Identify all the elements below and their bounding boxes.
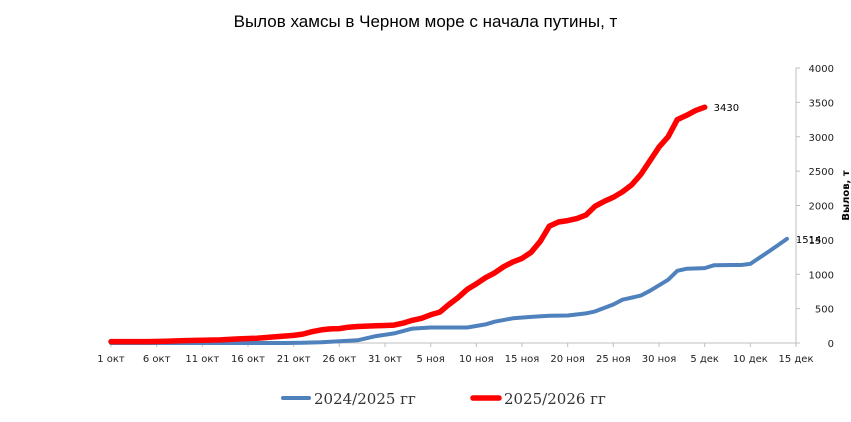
series-lines xyxy=(108,104,789,345)
y-tick-label: 2000 xyxy=(809,202,834,213)
y-axis-label: Вылов, т xyxy=(841,170,851,220)
x-tick-label: 25 ноя xyxy=(596,354,631,365)
y-axis-ticks: 0 500 1000 1500 2000 2500 3000 3500 4000 xyxy=(796,64,834,350)
x-tick-label: 11 окт xyxy=(185,354,219,365)
y-tick-label: 4000 xyxy=(809,64,834,75)
series-line-2 xyxy=(108,104,708,345)
series-line-1 xyxy=(109,236,789,345)
x-tick-label: 1 окт xyxy=(97,354,125,365)
chart-title: Вылов хамсы в Черном море с начала путин… xyxy=(233,12,618,31)
x-tick-label: 5 дек xyxy=(690,354,719,365)
x-tick-label: 26 окт xyxy=(322,354,356,365)
x-tick-label: 6 окт xyxy=(143,354,171,365)
x-tick-label: 15 дек xyxy=(778,354,813,365)
legend-label: 2024/2025 гг xyxy=(314,390,416,408)
legend-label: 2025/2026 гг xyxy=(504,390,606,408)
x-tick-label: 31 окт xyxy=(368,354,402,365)
x-tick-label: 21 окт xyxy=(277,354,311,365)
legend: 2024/2025 гг 2025/2026 гг xyxy=(281,390,606,408)
x-tick-label: 20 ноя xyxy=(550,354,585,365)
series-end-label: 3430 xyxy=(714,103,739,114)
y-tick-label: 3500 xyxy=(809,98,834,109)
y-tick-label: 0 xyxy=(828,339,834,350)
x-tick-label: 16 окт xyxy=(231,354,265,365)
y-tick-label: 500 xyxy=(815,305,834,316)
end-labels: 1514 3430 xyxy=(714,103,822,246)
x-tick-label: 30 ноя xyxy=(642,354,677,365)
x-tick-label: 10 дек xyxy=(733,354,768,365)
x-tick-label: 10 ноя xyxy=(459,354,494,365)
y-tick-label: 1500 xyxy=(809,236,834,247)
y-tick-label: 1000 xyxy=(809,270,834,281)
y-tick-label: 2500 xyxy=(809,167,834,178)
series-end-label: 1514 xyxy=(796,235,821,246)
x-axis-ticks: 1 окт 6 окт 11 окт 16 окт 21 окт 26 окт 31 окт… xyxy=(97,343,814,365)
y-tick-label: 3000 xyxy=(809,133,834,144)
x-tick-label: 15 ноя xyxy=(505,354,540,365)
x-tick-label: 5 ноя xyxy=(417,354,445,365)
